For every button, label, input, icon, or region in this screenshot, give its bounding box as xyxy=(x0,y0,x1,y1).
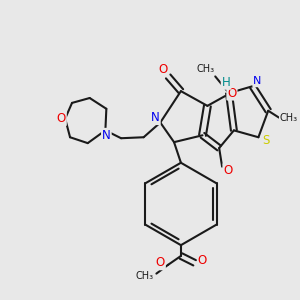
Text: N: N xyxy=(151,111,160,124)
Text: CH₃: CH₃ xyxy=(280,112,298,123)
Text: H: H xyxy=(222,76,230,89)
Text: CH₃: CH₃ xyxy=(136,271,154,281)
Text: O: O xyxy=(198,254,207,267)
Text: O: O xyxy=(57,112,66,125)
Text: O: O xyxy=(227,87,236,100)
Text: S: S xyxy=(262,134,270,147)
Text: O: O xyxy=(156,256,165,269)
Text: N: N xyxy=(253,76,262,86)
Text: CH₃: CH₃ xyxy=(196,64,214,74)
Text: O: O xyxy=(159,63,168,76)
Text: N: N xyxy=(102,129,111,142)
Text: O: O xyxy=(224,164,232,177)
